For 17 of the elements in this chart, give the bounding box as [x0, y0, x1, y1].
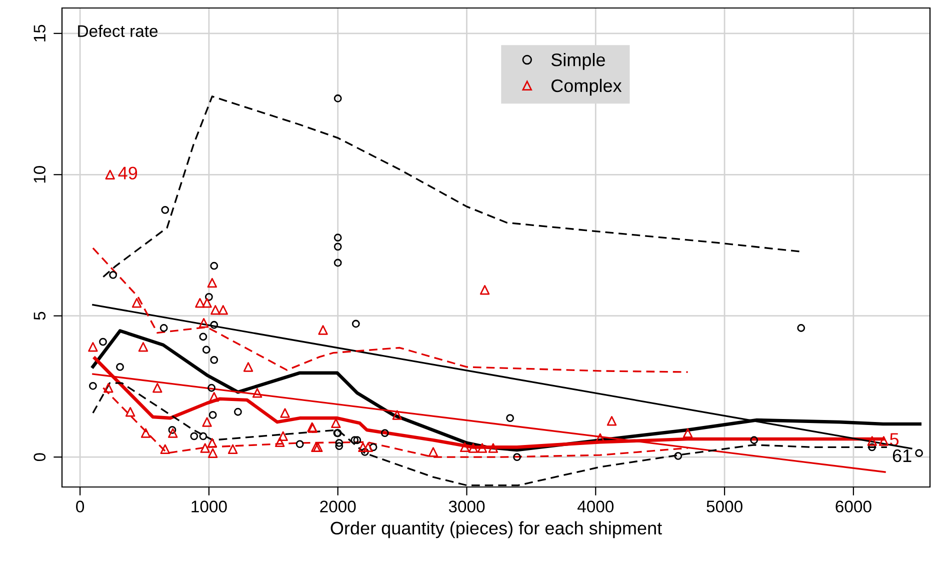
- x-tick-label: 2000: [320, 500, 356, 512]
- x-tick-label: 0: [76, 500, 84, 512]
- annotation: 49: [118, 166, 138, 180]
- annotation: Defect rate: [78, 24, 158, 38]
- y-tick-label: 0: [34, 453, 46, 462]
- x-axis-title: Order quantity (pieces) for each shipment: [330, 521, 662, 538]
- x-tick-label: 5000: [706, 500, 742, 512]
- y-tick-label: 5: [34, 312, 46, 320]
- x-tick-label: 4000: [577, 500, 614, 512]
- legend-label: Simple: [551, 52, 605, 70]
- annotation: 61: [892, 449, 912, 462]
- x-tick-label: 6000: [836, 500, 872, 512]
- legend-label: Complex: [552, 78, 622, 96]
- y-tick-label: 15: [34, 24, 46, 42]
- x-tick-label: 1000: [192, 500, 227, 512]
- x-tick-label: 3000: [448, 500, 485, 512]
- y-tick-label: 10: [34, 166, 46, 183]
